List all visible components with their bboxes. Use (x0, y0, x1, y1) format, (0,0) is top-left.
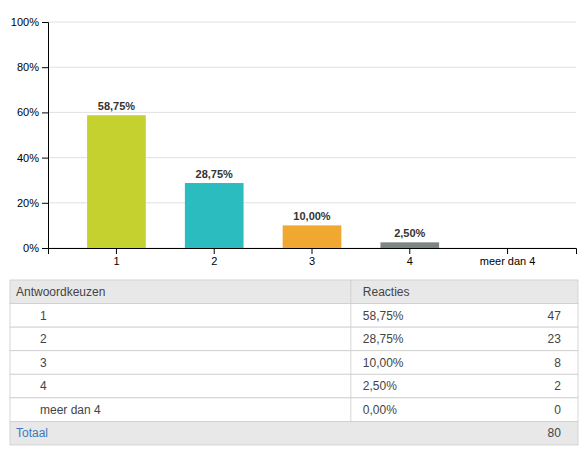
x-tick: 2 (211, 248, 217, 267)
y-tick-label: 100% (11, 16, 39, 28)
table-row (10, 398, 578, 422)
y-tick-mark (42, 22, 48, 23)
bar (283, 225, 342, 248)
table-cell: 23 (548, 332, 562, 346)
data-label: 58,75% (98, 100, 136, 112)
table-row (10, 304, 578, 328)
y-tick-mark (42, 67, 48, 68)
table-cell: 2 (554, 379, 561, 393)
table-cell: meer dan 4 (40, 403, 101, 417)
table: AntwoordkeuzenReacties158,75%47228,75%23… (10, 280, 578, 445)
y-tick-label: 20% (17, 197, 39, 209)
table-cell: 4 (40, 379, 47, 393)
x-tick: 4 (407, 248, 413, 267)
grid (48, 22, 576, 248)
x-tick-mark (214, 248, 215, 254)
x-tick-label: 3 (309, 255, 315, 267)
y-tick-label: 40% (17, 152, 39, 164)
data-label: 2,50% (394, 227, 425, 239)
grid-line (48, 67, 576, 68)
table-total-label: Totaal (16, 426, 48, 440)
table-divider (350, 327, 351, 351)
x-tick-label: meer dan 4 (480, 255, 536, 267)
x-tick: meer dan 4 (480, 248, 536, 267)
table-cell: 0 (554, 403, 561, 417)
x-tick: 3 (309, 248, 315, 267)
table-cell: 58,75% (363, 309, 404, 323)
table-row (10, 421, 578, 445)
y-tick: 60% (17, 106, 48, 118)
x-tick-label: 2 (211, 255, 217, 267)
x-tick-label: 1 (113, 255, 119, 267)
table-header: Antwoordkeuzen (16, 285, 105, 299)
x-axis: 1 2 3 4 meer dan 4 (49, 248, 577, 267)
x-tick-mark (116, 248, 117, 254)
table-row (10, 374, 578, 398)
x-tick: 1 (113, 248, 119, 267)
table-divider (350, 351, 351, 375)
y-tick-mark (42, 203, 48, 204)
y-tick-mark (42, 112, 48, 113)
x-tick-mark (507, 248, 508, 254)
x-tick-mark (409, 248, 410, 254)
bar (87, 115, 146, 248)
data-labels: 58,75% 28,75% 10,00% 2,50% (98, 100, 426, 239)
bar (380, 242, 439, 248)
table-divider (350, 374, 351, 398)
y-tick: 80% (17, 61, 48, 73)
y-tick-label: 60% (17, 106, 39, 118)
grid-line (48, 22, 576, 23)
y-axis-line (42, 23, 49, 249)
y-tick-label: 80% (17, 61, 39, 73)
y-tick: 20% (17, 197, 48, 209)
data-label: 10,00% (293, 210, 331, 222)
table-row (10, 351, 578, 375)
table-row (10, 280, 578, 304)
table-total: 80 (548, 426, 562, 440)
table-cell: 28,75% (363, 332, 404, 346)
x-axis-line (49, 249, 577, 255)
bars (87, 115, 439, 248)
table-cell: 47 (548, 309, 562, 323)
table-cell: 8 (554, 356, 561, 370)
y-tick: 0% (23, 242, 48, 254)
plot: 0% 20% 40% 60% 80% 100% 1 2 3 4 meer dan 4 58,75% 28… (11, 16, 577, 267)
table-cell: 2 (40, 332, 47, 346)
table-cell: 10,00% (363, 356, 404, 370)
table-divider (350, 304, 351, 328)
y-tick: 40% (17, 152, 48, 164)
table-row (10, 327, 578, 351)
table-cell: 2,50% (363, 379, 397, 393)
table-header: Reacties (363, 285, 410, 299)
y-tick-mark (42, 158, 48, 159)
bar (185, 183, 244, 248)
y-tick-label: 0% (23, 242, 39, 254)
x-tick-label: 4 (407, 255, 413, 267)
data-label: 28,75% (196, 168, 234, 180)
y-tick-mark (42, 248, 48, 249)
table-cell: 1 (40, 309, 47, 323)
chart: 0%20%40%60%80%100%1234meer dan 458,75%28… (0, 0, 588, 451)
y-axis: 0% 20% 40% 60% 80% 100% (11, 16, 49, 254)
table-cell: 3 (40, 356, 47, 370)
bar (478, 248, 537, 249)
table-divider (350, 398, 351, 422)
table-divider (350, 280, 351, 304)
y-tick: 100% (11, 16, 48, 28)
x-tick-mark (312, 248, 313, 254)
table-cell: 0,00% (363, 403, 397, 417)
